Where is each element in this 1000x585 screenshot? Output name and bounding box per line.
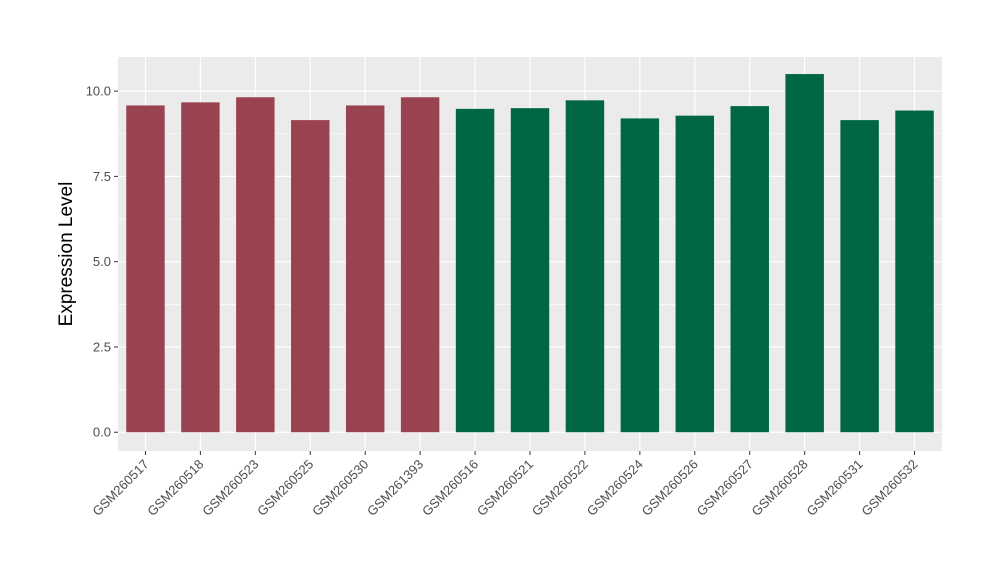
bar (730, 106, 769, 433)
x-tick-label: GSM260524 (584, 457, 646, 519)
bar (181, 102, 220, 433)
y-axis-label: Expression Level (56, 182, 77, 327)
x-tick-label: GSM260526 (639, 457, 701, 519)
y-tick-label: 0.0 (93, 425, 111, 440)
bar (785, 74, 824, 433)
bar (400, 97, 440, 433)
bar (565, 100, 605, 433)
x-tick-label: GSM261393 (364, 457, 426, 519)
bar (895, 110, 934, 433)
y-tick-label: 10.0 (86, 84, 111, 99)
x-tick-label: GSM260532 (858, 457, 920, 519)
bar (236, 97, 275, 433)
x-tick-label: GSM260530 (309, 457, 371, 519)
x-tick-label: GSM260527 (694, 457, 756, 519)
x-tick-label: GSM260528 (749, 457, 811, 519)
x-tick-label: GSM260518 (144, 457, 206, 519)
y-tick-label: 2.5 (93, 339, 111, 354)
bar (840, 120, 879, 433)
bar (455, 108, 495, 433)
x-tick-label: GSM260522 (529, 457, 591, 519)
x-tick-label: GSM260517 (89, 457, 151, 519)
bar (620, 118, 660, 433)
x-tick-label: GSM260523 (199, 457, 261, 519)
bar (510, 108, 550, 433)
bar (345, 105, 385, 433)
bar (291, 120, 330, 433)
bars-group (126, 74, 934, 433)
bar (126, 105, 165, 433)
x-axis: GSM260517GSM260518GSM260523GSM260525GSM2… (89, 451, 921, 519)
x-tick-label: GSM260516 (419, 457, 481, 519)
y-axis: 0.0 2.5 5.0 7.5 10.0 (86, 84, 118, 440)
x-tick-label: GSM260531 (803, 457, 865, 519)
bar (675, 115, 715, 433)
x-tick-label: GSM260525 (254, 457, 316, 519)
x-tick-label: GSM260521 (474, 457, 536, 519)
y-tick-label: 7.5 (93, 169, 111, 184)
y-tick-label: 5.0 (93, 254, 111, 269)
